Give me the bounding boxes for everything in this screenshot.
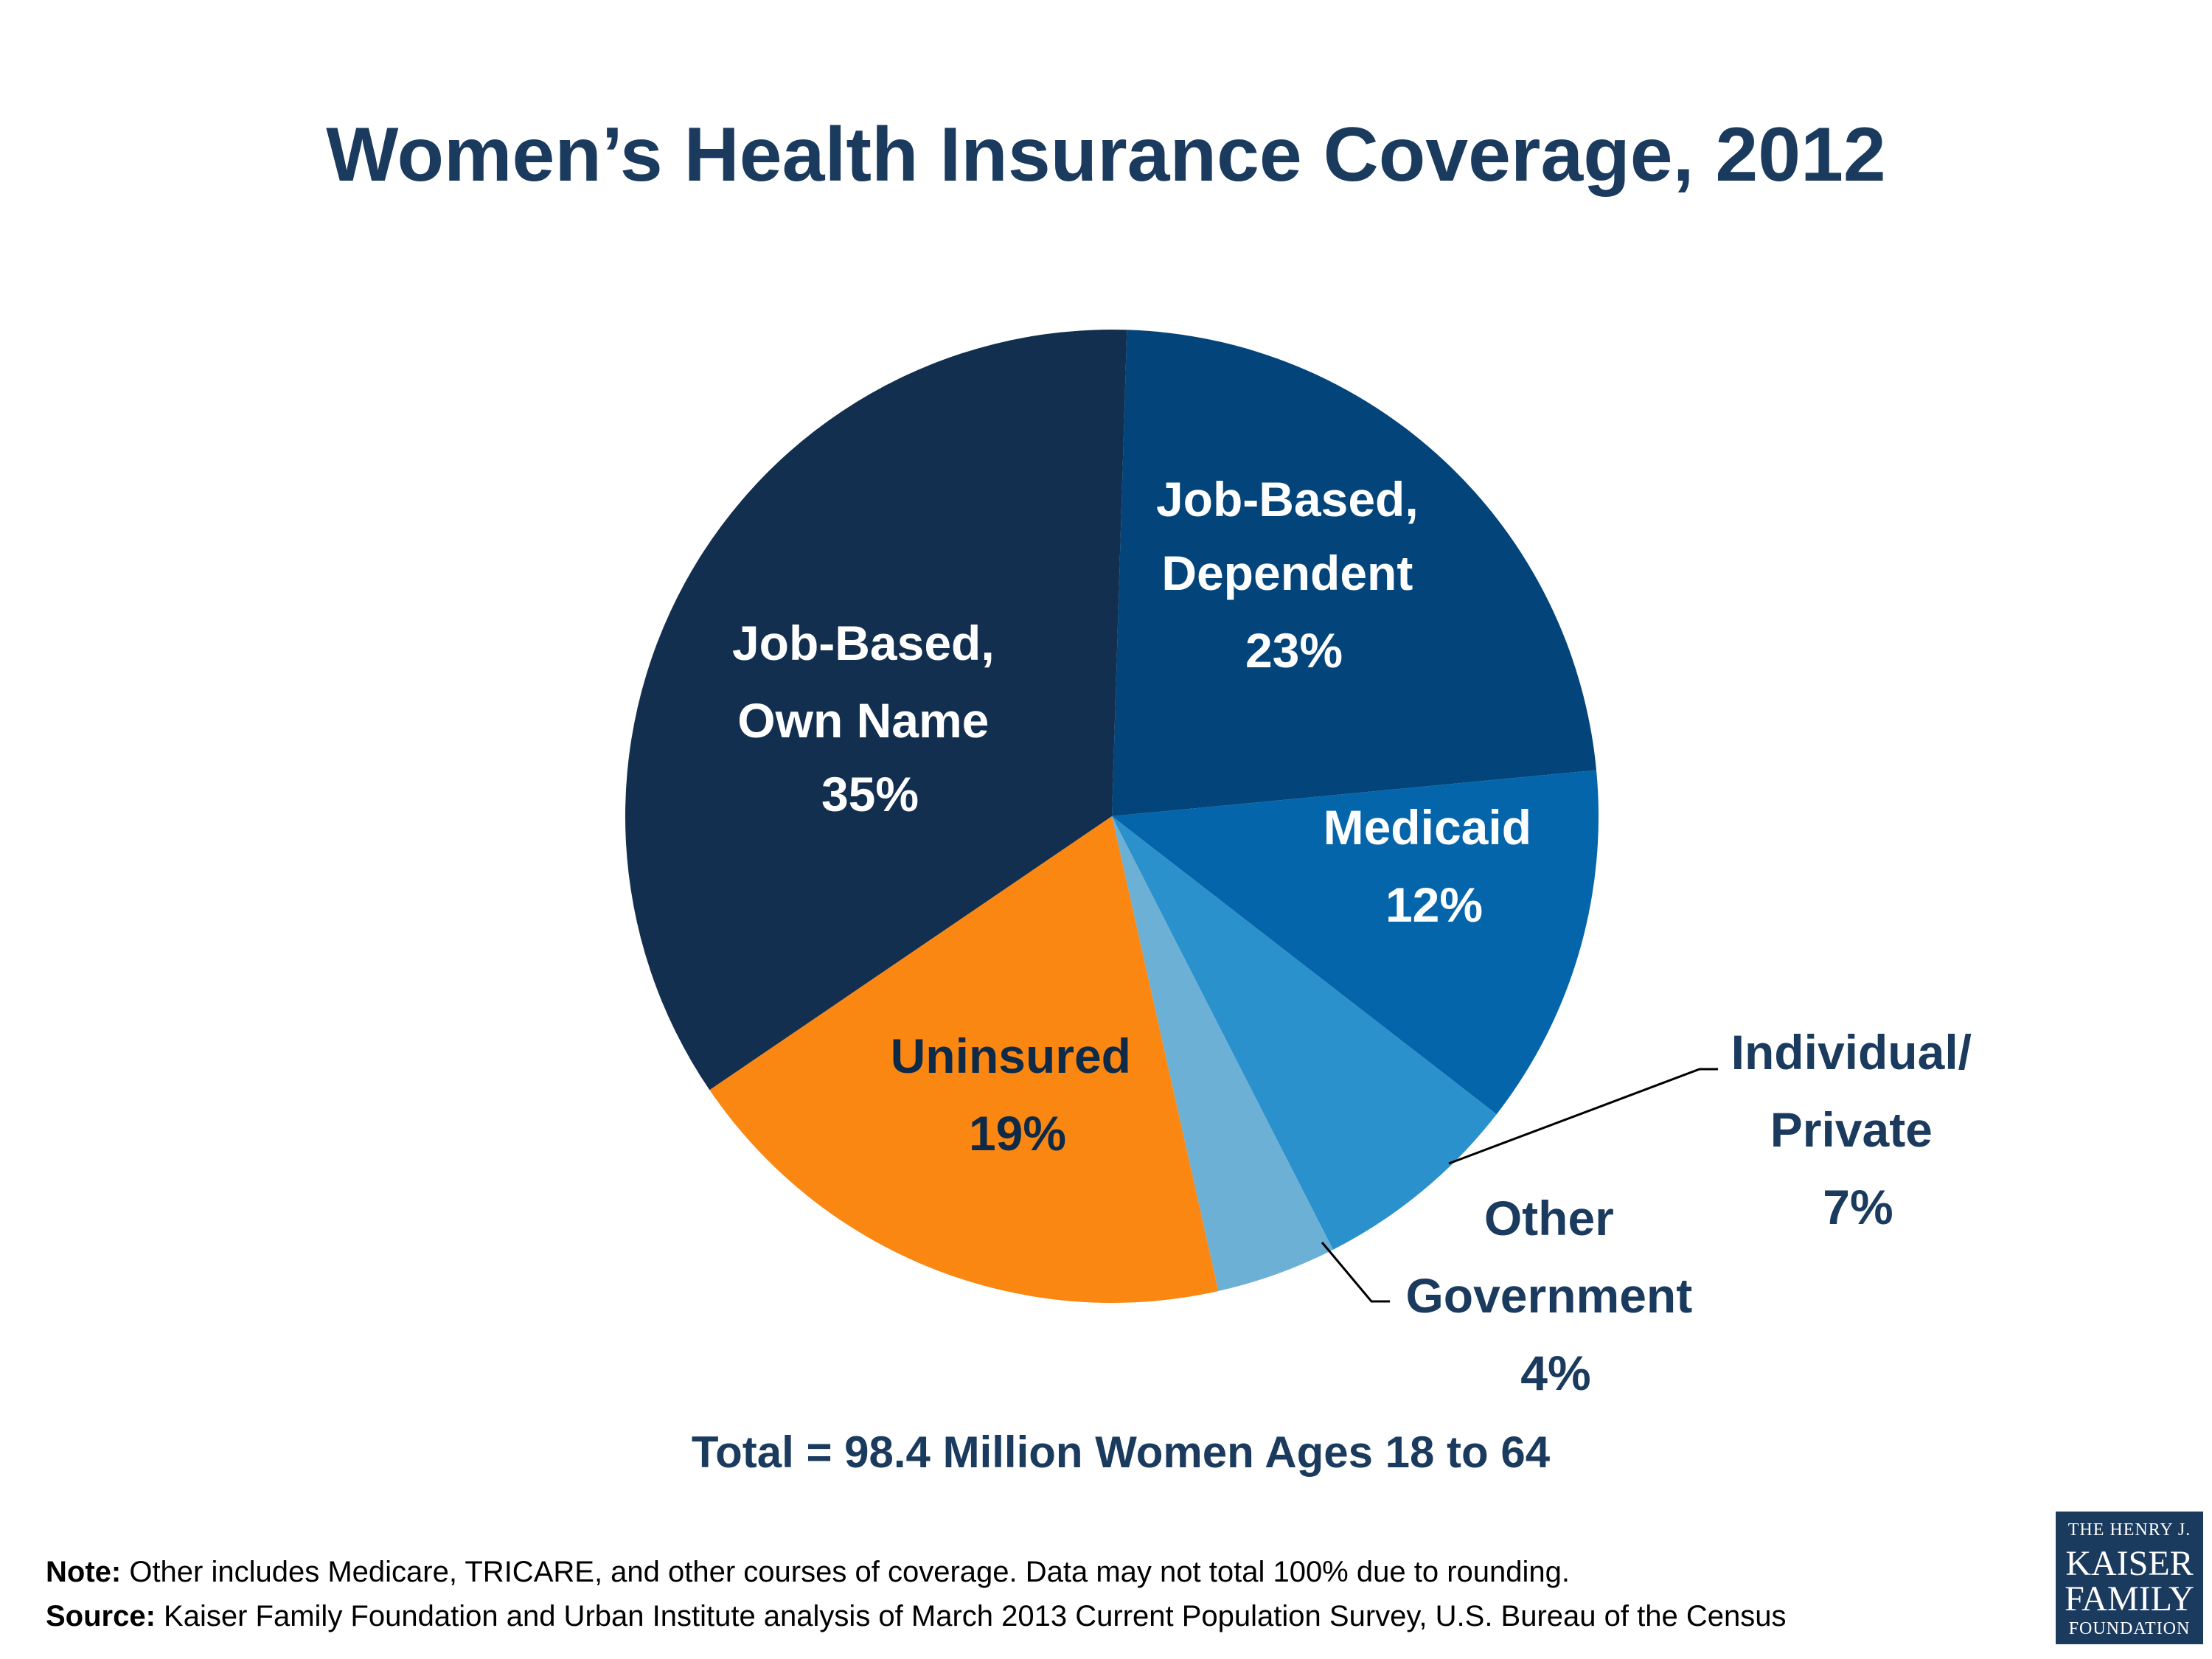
pie-slices bbox=[625, 329, 1599, 1304]
logo-background bbox=[2056, 1512, 2203, 1644]
logo-line-3: FAMILY bbox=[2065, 1579, 2194, 1618]
logo-line-2: KAISER bbox=[2065, 1544, 2193, 1583]
leader-line-individual-private bbox=[1448, 1068, 1718, 1165]
chart-title: Women’s Health Insurance Coverage, 2012 bbox=[326, 112, 1886, 198]
note-text: Other includes Medicare, TRICARE, and ot… bbox=[121, 1556, 1570, 1588]
label-job-based-dependent: Job-Based, Dependent 23% bbox=[1156, 472, 1432, 678]
label-uninsured: Uninsured 19% bbox=[891, 1029, 1145, 1161]
source-text: Kaiser Family Foundation and Urban Insti… bbox=[156, 1600, 1787, 1632]
note-label: Note: bbox=[46, 1556, 121, 1588]
pie-slice-job-based-dependent bbox=[1112, 330, 1597, 816]
logo-line-1: THE HENRY J. bbox=[2068, 1520, 2191, 1540]
label-individual-private: Individual/ Private 7% bbox=[1731, 1025, 1986, 1234]
kff-logo: THE HENRY J. KAISER FAMILY FOUNDATION bbox=[2056, 1512, 2203, 1644]
note-line: Note: Other includes Medicare, TRICARE, … bbox=[46, 1556, 1570, 1588]
pie-slice-other-government bbox=[1112, 816, 1333, 1292]
source-label: Source: bbox=[46, 1600, 156, 1632]
leader-line-other-government bbox=[1321, 1242, 1390, 1303]
label-job-based-own-name: Job-Based, Own Name 35% bbox=[732, 616, 1008, 821]
pie-slice-medicaid bbox=[1112, 770, 1599, 1115]
pie-slice-uninsured bbox=[709, 816, 1219, 1304]
label-other-government: Other Government 4% bbox=[1405, 1191, 1705, 1400]
pie-slice-job-based-own-name bbox=[625, 329, 1127, 1091]
logo-line-4: FOUNDATION bbox=[2069, 1619, 2191, 1638]
total-label: Total = 98.4 Million Women Ages 18 to 64 bbox=[692, 1427, 1551, 1477]
source-line: Source: Kaiser Family Foundation and Urb… bbox=[46, 1600, 1786, 1632]
label-medicaid: Medicaid 12% bbox=[1324, 800, 1545, 932]
pie-slice-individual-private bbox=[1112, 816, 1497, 1250]
